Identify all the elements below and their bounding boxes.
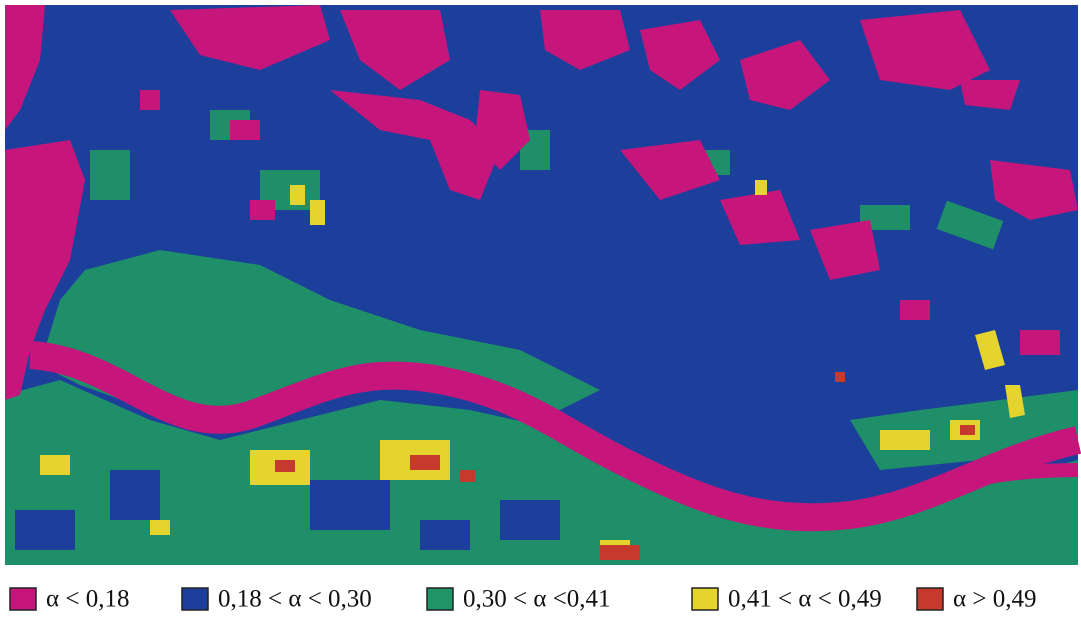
- legend-label: 0,18 < α < 0,30: [218, 586, 372, 613]
- legend-label: 0,30 < α <0,41: [463, 586, 611, 613]
- page: {"legend": {"items": [ {"label": "α < 0,…: [0, 0, 1081, 617]
- legend-swatch: [917, 588, 943, 610]
- map-figure: α < 0,18 0,18 < α < 0,30 0,30 < α <0,41 0,4…: [0, 0, 1081, 617]
- legend-swatch: [692, 588, 718, 610]
- classified-map: [5, 5, 1078, 565]
- legend-swatch: [182, 588, 208, 610]
- legend-label: α < 0,18: [46, 586, 129, 613]
- legend-label: α > 0,49: [953, 586, 1036, 613]
- legend-swatch: [427, 588, 453, 610]
- legend-label: 0,41 < α < 0,49: [728, 586, 882, 613]
- legend: α < 0,18 0,18 < α < 0,30 0,30 < α <0,41 0,4…: [10, 586, 1036, 613]
- legend-swatch: [10, 588, 36, 610]
